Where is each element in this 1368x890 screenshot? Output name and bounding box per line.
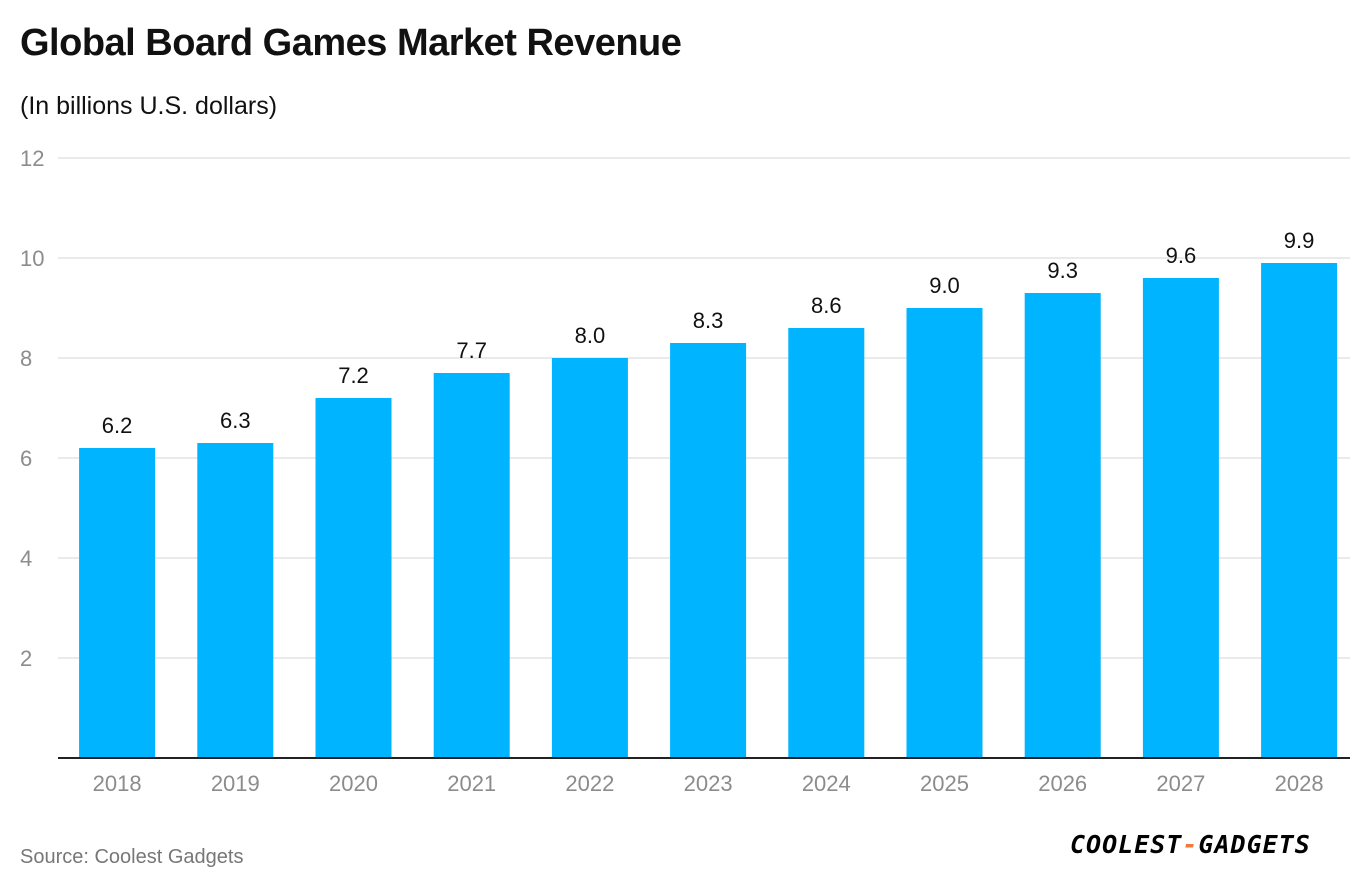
data-label-2018: 6.2: [102, 413, 133, 438]
axes: 2 4 6 8 10 12 2018 2019 2020 2021 2022 2023 2024 2025…: [20, 146, 1350, 796]
x-tick-label-2020: 2020: [329, 771, 378, 796]
bars: [79, 263, 1338, 758]
x-tick-label-2019: 2019: [211, 771, 260, 796]
brand-logo: COOLEST-GADGETS: [1070, 830, 1311, 859]
source-note: Source: Coolest Gadgets: [20, 846, 244, 868]
data-label-2019: 6.3: [220, 408, 251, 433]
bar-2020: [315, 398, 392, 758]
bar-2022: [551, 358, 628, 758]
logo-text-right: GADGETS: [1198, 830, 1311, 859]
y-tick-label-12: 12: [20, 146, 44, 171]
x-tick-label-2023: 2023: [684, 771, 733, 796]
bar-2023: [670, 343, 747, 758]
y-tick-label-2: 2: [20, 646, 32, 671]
bar-2024: [788, 328, 865, 758]
x-tick-label-2026: 2026: [1038, 771, 1087, 796]
data-label-2024: 8.6: [811, 293, 842, 318]
y-tick-label-6: 6: [20, 446, 32, 471]
data-label-2021: 7.7: [456, 338, 487, 363]
x-tick-label-2021: 2021: [447, 771, 496, 796]
data-labels: 6.2 6.3 7.2 7.7 8.0 8.3 8.6 9.0 9.3 9.6 9.9: [102, 228, 1315, 438]
logo-dash: -: [1182, 830, 1199, 859]
data-label-2028: 9.9: [1284, 228, 1315, 253]
bar-2018: [79, 448, 156, 758]
x-tick-label-2027: 2027: [1156, 771, 1205, 796]
bar-2028: [1261, 263, 1338, 758]
bar-2027: [1142, 278, 1219, 758]
data-label-2026: 9.3: [1047, 258, 1078, 283]
bar-2021: [433, 373, 510, 758]
x-tick-label-2025: 2025: [920, 771, 969, 796]
data-label-2023: 8.3: [693, 308, 724, 333]
y-tick-label-4: 4: [20, 546, 32, 571]
chart-title: Global Board Games Market Revenue: [20, 22, 682, 64]
chart-subtitle: (In billions U.S. dollars): [20, 92, 278, 120]
logo-text-left: COOLEST: [1070, 830, 1183, 859]
data-label-2025: 9.0: [929, 273, 960, 298]
x-tick-label-2018: 2018: [93, 771, 142, 796]
x-tick-label-2028: 2028: [1275, 771, 1324, 796]
bar-2026: [1024, 293, 1101, 758]
y-tick-label-10: 10: [20, 246, 44, 271]
data-label-2022: 8.0: [575, 323, 606, 348]
bar-2025: [906, 308, 983, 758]
bar-2019: [197, 443, 274, 758]
x-tick-label-2022: 2022: [565, 771, 614, 796]
data-label-2020: 7.2: [338, 363, 369, 388]
x-tick-label-2024: 2024: [802, 771, 851, 796]
y-tick-label-8: 8: [20, 346, 32, 371]
data-label-2027: 9.6: [1166, 243, 1197, 268]
